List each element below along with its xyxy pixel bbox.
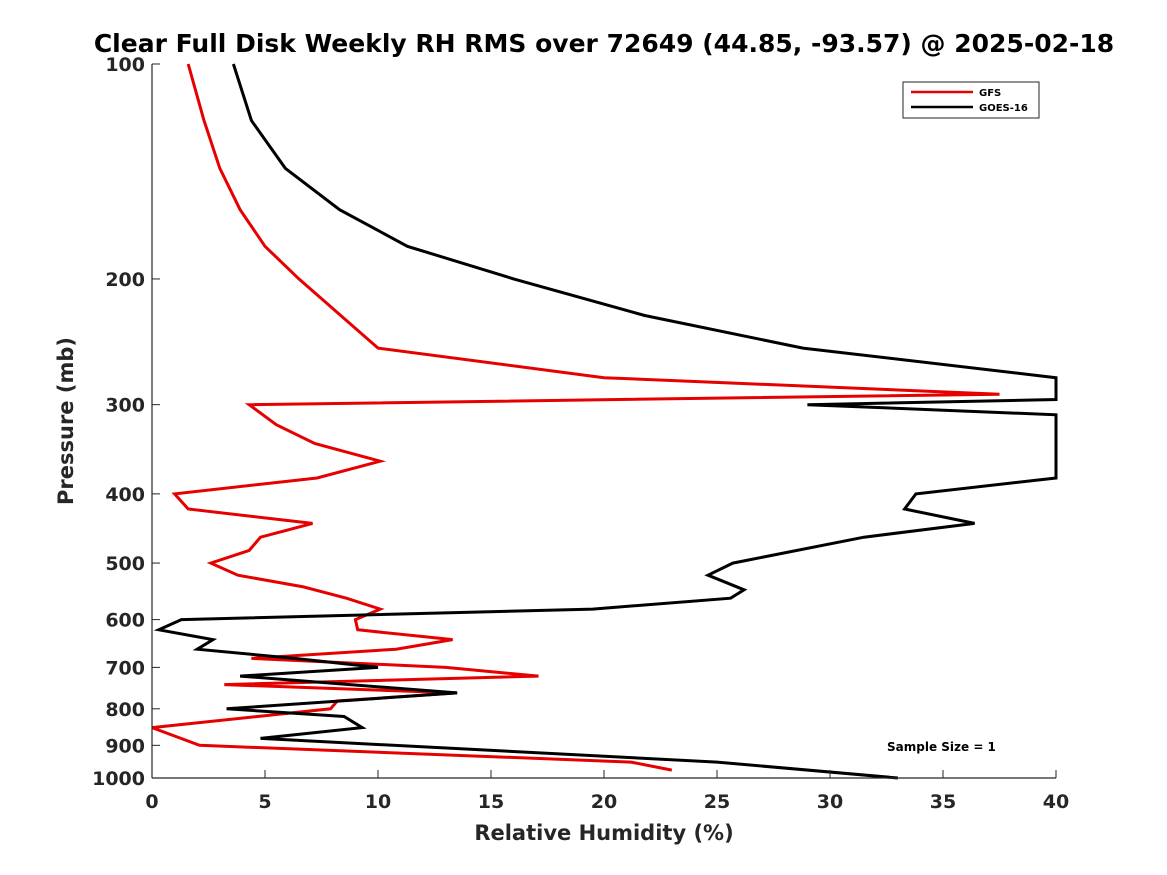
x-axis-label: Relative Humidity (%) [474,821,733,845]
legend-label-goes16: GOES-16 [979,103,1028,114]
x-tick-label: 0 [145,791,158,813]
y-tick-label: 400 [105,484,145,506]
x-ticks: 0 5 10 15 20 25 30 35 40 [145,770,1069,813]
y-tick-label: 100 [105,54,145,76]
x-tick-label: 20 [591,791,617,813]
chart-title: Clear Full Disk Weekly RH RMS over 72649… [94,29,1114,58]
y-ticks: 100 200 300 400 500 600 700 800 900 1000 [92,54,160,790]
x-tick-label: 10 [365,791,391,813]
y-axis-label: Pressure (mb) [54,337,78,505]
y-tick-label: 700 [105,657,145,679]
sample-size-annotation: Sample Size = 1 [887,740,996,754]
y-tick-label: 600 [105,610,145,632]
x-tick-label: 35 [930,791,956,813]
y-tick-label: 800 [105,699,145,721]
series-line-goes16 [153,63,1058,780]
x-tick-label: 5 [258,791,271,813]
y-tick-label: 500 [105,553,145,575]
legend-box [902,81,1040,119]
legend-label-gfs: GFS [979,88,1001,99]
x-tick-label: 30 [817,791,843,813]
x-tick-label: 15 [478,791,504,813]
series-layer [151,63,1058,780]
x-tick-label: 40 [1043,791,1069,813]
y-tick-label: 300 [105,395,145,417]
legend: GFS GOES-16 [902,81,1040,119]
y-tick-label: 900 [105,735,145,757]
y-tick-label: 1000 [92,768,145,790]
y-tick-label: 200 [105,269,145,291]
series-line-gfs [151,63,1000,772]
x-tick-label: 25 [704,791,730,813]
